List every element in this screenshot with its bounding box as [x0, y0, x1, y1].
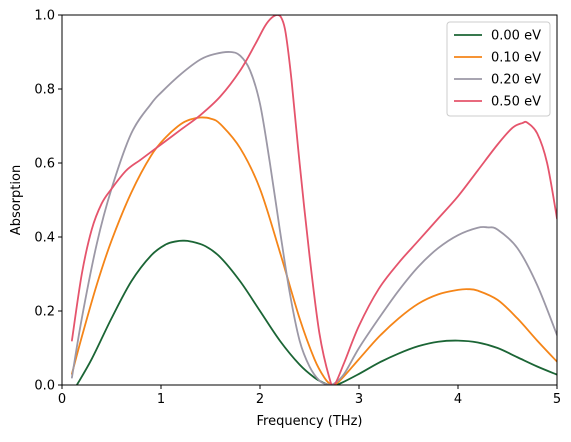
legend-box [446, 21, 551, 117]
axes: 0 1 2 3 4 5 0.0 0.2 0.4 0.6 0.8 1.0 Frequency (THz) A… [9, 9, 561, 430]
y-tick-label: 1.0 [34, 9, 55, 24]
y-tick-label: 0.6 [34, 157, 55, 172]
x-tick-label: 4 [454, 392, 462, 407]
legend: 0.00 eV 0.10 eV 0.20 eV 0.50 eV [446, 21, 551, 117]
legend-label-1: 0.10 eV [491, 51, 541, 66]
y-tick-label: 0.8 [34, 83, 55, 98]
legend-label-0: 0.00 eV [491, 29, 541, 44]
x-tick-label: 1 [157, 392, 165, 407]
plot-area [71, 15, 557, 385]
series-lines [71, 15, 557, 385]
series-line-3 [71, 15, 557, 385]
y-tick-label: 0.0 [34, 379, 55, 394]
series-line-2 [71, 51, 557, 385]
series-line-0 [75, 239, 557, 385]
x-axis-label: Frequency (THz) [257, 414, 363, 429]
legend-label-3: 0.50 eV [491, 95, 541, 110]
series-line-1 [71, 116, 557, 385]
x-tick-label: 0 [58, 392, 66, 407]
x-tick-label: 3 [355, 392, 363, 407]
axes-frame [61, 14, 558, 386]
x-tick-label: 5 [553, 392, 561, 407]
y-tick-label: 0.4 [34, 231, 55, 246]
x-tick-label: 2 [256, 392, 264, 407]
y-tick-label: 0.2 [34, 305, 55, 320]
y-axis-label: Absorption [9, 165, 24, 235]
legend-label-2: 0.20 eV [491, 73, 541, 88]
